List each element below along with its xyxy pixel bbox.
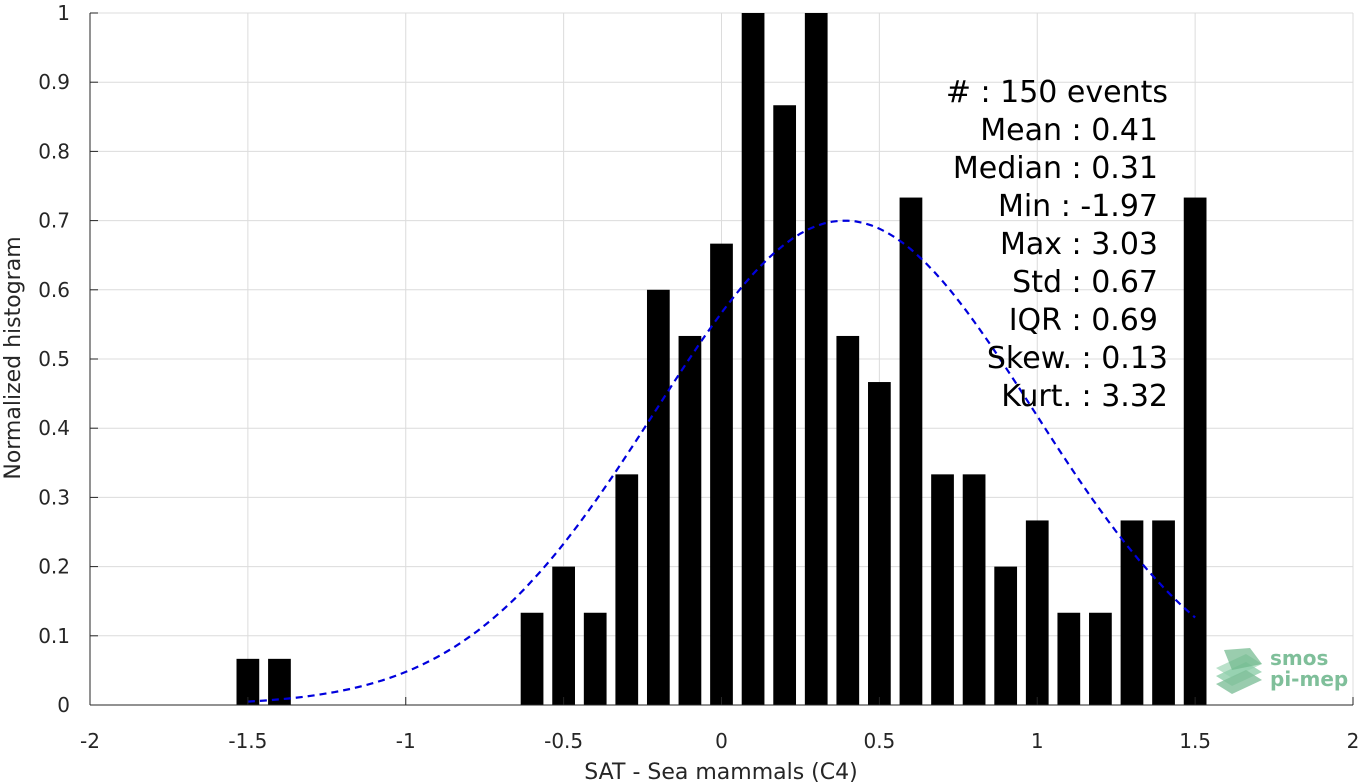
logo-line-2: pi-mep	[1270, 667, 1348, 691]
x-tick-label: -1.5	[228, 729, 267, 753]
histogram-bar	[868, 382, 891, 705]
y-tick-labels: 0 0.1 0.2 0.3 0.4 0.5 0.6 0.7 0.8 0.9 1	[38, 1, 70, 717]
y-tick-label: 0.8	[38, 139, 70, 163]
histogram-bar	[678, 335, 702, 705]
histogram-bar	[520, 612, 544, 705]
smos-pi-mep-logo: smos pi-mep	[1216, 646, 1348, 694]
x-tick-label: 1.5	[1179, 729, 1211, 753]
stat-iqr: IQR : 0.69	[1009, 303, 1158, 338]
stat-median: Median : 0.31	[953, 151, 1158, 186]
x-tick-label: 1	[1031, 729, 1044, 753]
x-tick-label: -2	[80, 729, 100, 753]
x-tick-label: -0.5	[544, 729, 583, 753]
histogram-bar	[836, 335, 860, 705]
histogram-bar	[1057, 612, 1081, 705]
histogram-bar	[710, 243, 733, 705]
histogram-bar	[931, 474, 954, 705]
stat-max: Max : 3.03	[1000, 227, 1158, 262]
x-axis-label: SAT - Sea mammals (C4)	[584, 760, 857, 784]
y-tick-label: 0.1	[38, 624, 70, 648]
stat-count: # : 150 events	[946, 75, 1168, 110]
y-tick-label: 0.4	[38, 416, 70, 440]
histogram-bar	[583, 612, 607, 705]
x-tick-label: -1	[396, 729, 416, 753]
histogram-bar	[1089, 612, 1112, 705]
histogram-bar	[268, 658, 291, 705]
x-tick-labels: -2 -1.5 -1 -0.5 0 0.5 1 1.5 2	[80, 729, 1359, 753]
y-tick-label: 1	[57, 1, 70, 25]
histogram-bar	[962, 474, 986, 705]
histogram-bar	[994, 566, 1018, 705]
y-axis-label: Normalized histogram	[1, 236, 26, 479]
y-tick-label: 0	[57, 693, 70, 717]
y-tick-label: 0.2	[38, 555, 70, 579]
gaussian-fit-line	[247, 219, 1196, 703]
stat-mean: Mean : 0.41	[980, 113, 1158, 148]
histogram-bar	[1183, 197, 1207, 705]
stat-std: Std : 0.67	[1012, 265, 1158, 300]
histogram-bar	[1152, 520, 1175, 705]
y-tick-label: 0.7	[38, 209, 70, 233]
stat-kurt: Kurt. : 3.32	[1001, 379, 1168, 414]
histogram-bar	[804, 13, 828, 705]
histogram-bar	[899, 197, 923, 705]
stats-box: # : 150 events Mean : 0.41 Median : 0.31…	[946, 75, 1168, 414]
histogram-bar	[1120, 520, 1144, 705]
bars	[236, 13, 1207, 706]
y-tick-label: 0.6	[38, 278, 70, 302]
y-tick-label: 0.9	[38, 70, 70, 94]
histogram-bar	[773, 105, 797, 706]
y-tick-label: 0.5	[38, 347, 70, 371]
y-tick-label: 0.3	[38, 485, 70, 509]
histogram-bar	[236, 658, 260, 705]
logo-layers-icon	[1216, 648, 1262, 694]
x-tick-label: 2	[1347, 729, 1360, 753]
x-tick-label: 0	[715, 729, 728, 753]
histogram-bar	[1025, 520, 1049, 705]
x-tick-label: 0.5	[863, 729, 895, 753]
histogram-bar	[741, 13, 765, 705]
stat-min: Min : -1.97	[998, 189, 1158, 224]
histogram-bar	[615, 474, 639, 705]
axes	[89, 12, 1354, 706]
histogram-bar	[646, 289, 670, 705]
stat-skew: Skew. : 0.13	[987, 341, 1168, 376]
logo-line-1: smos	[1270, 646, 1328, 670]
histogram-bar	[552, 566, 575, 705]
fit-curve	[247, 219, 1196, 703]
